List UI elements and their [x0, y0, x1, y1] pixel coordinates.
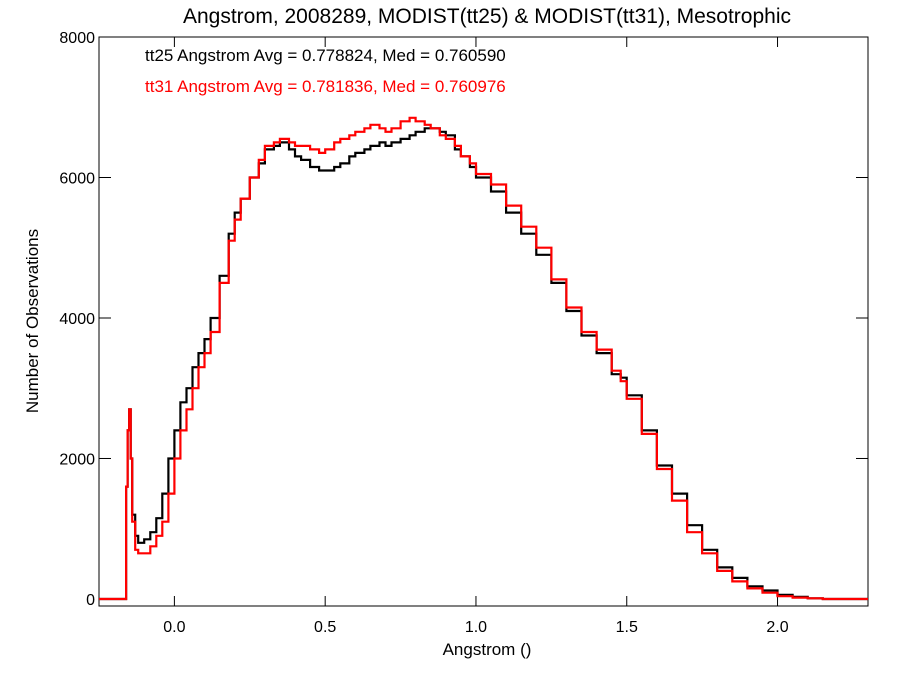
annotation-tt25: tt25 Angstrom Avg = 0.778824, Med = 0.76… [145, 46, 506, 65]
y-tick-label: 4000 [59, 311, 95, 328]
y-axis-label: Number of Observations [23, 229, 42, 413]
series-layer [99, 116, 868, 601]
y-axis: 0 2000 4000 6000 8000 [59, 30, 868, 609]
y-tick-label: 2000 [59, 451, 95, 468]
x-tick-label: 0.0 [163, 619, 185, 636]
x-axis-label: Angstrom () [443, 640, 532, 659]
x-tick-label: 2.0 [766, 619, 788, 636]
x-tick-label: 1.5 [616, 619, 638, 636]
chart-title: Angstrom, 2008289, MODIST(tt25) & MODIST… [183, 5, 791, 28]
x-axis: 0.0 0.5 1.0 1.5 2.0 [163, 37, 789, 636]
y-tick-label: 0 [86, 592, 95, 609]
x-tick-label: 0.5 [314, 619, 336, 636]
plot-frame [98, 36, 869, 607]
y-tick-label: 6000 [59, 170, 95, 187]
y-tick-label: 8000 [59, 30, 95, 47]
annotation-tt31: tt31 Angstrom Avg = 0.781836, Med = 0.76… [145, 77, 506, 96]
x-tick-label: 1.0 [465, 619, 487, 636]
series-line-tt31 [99, 116, 868, 601]
